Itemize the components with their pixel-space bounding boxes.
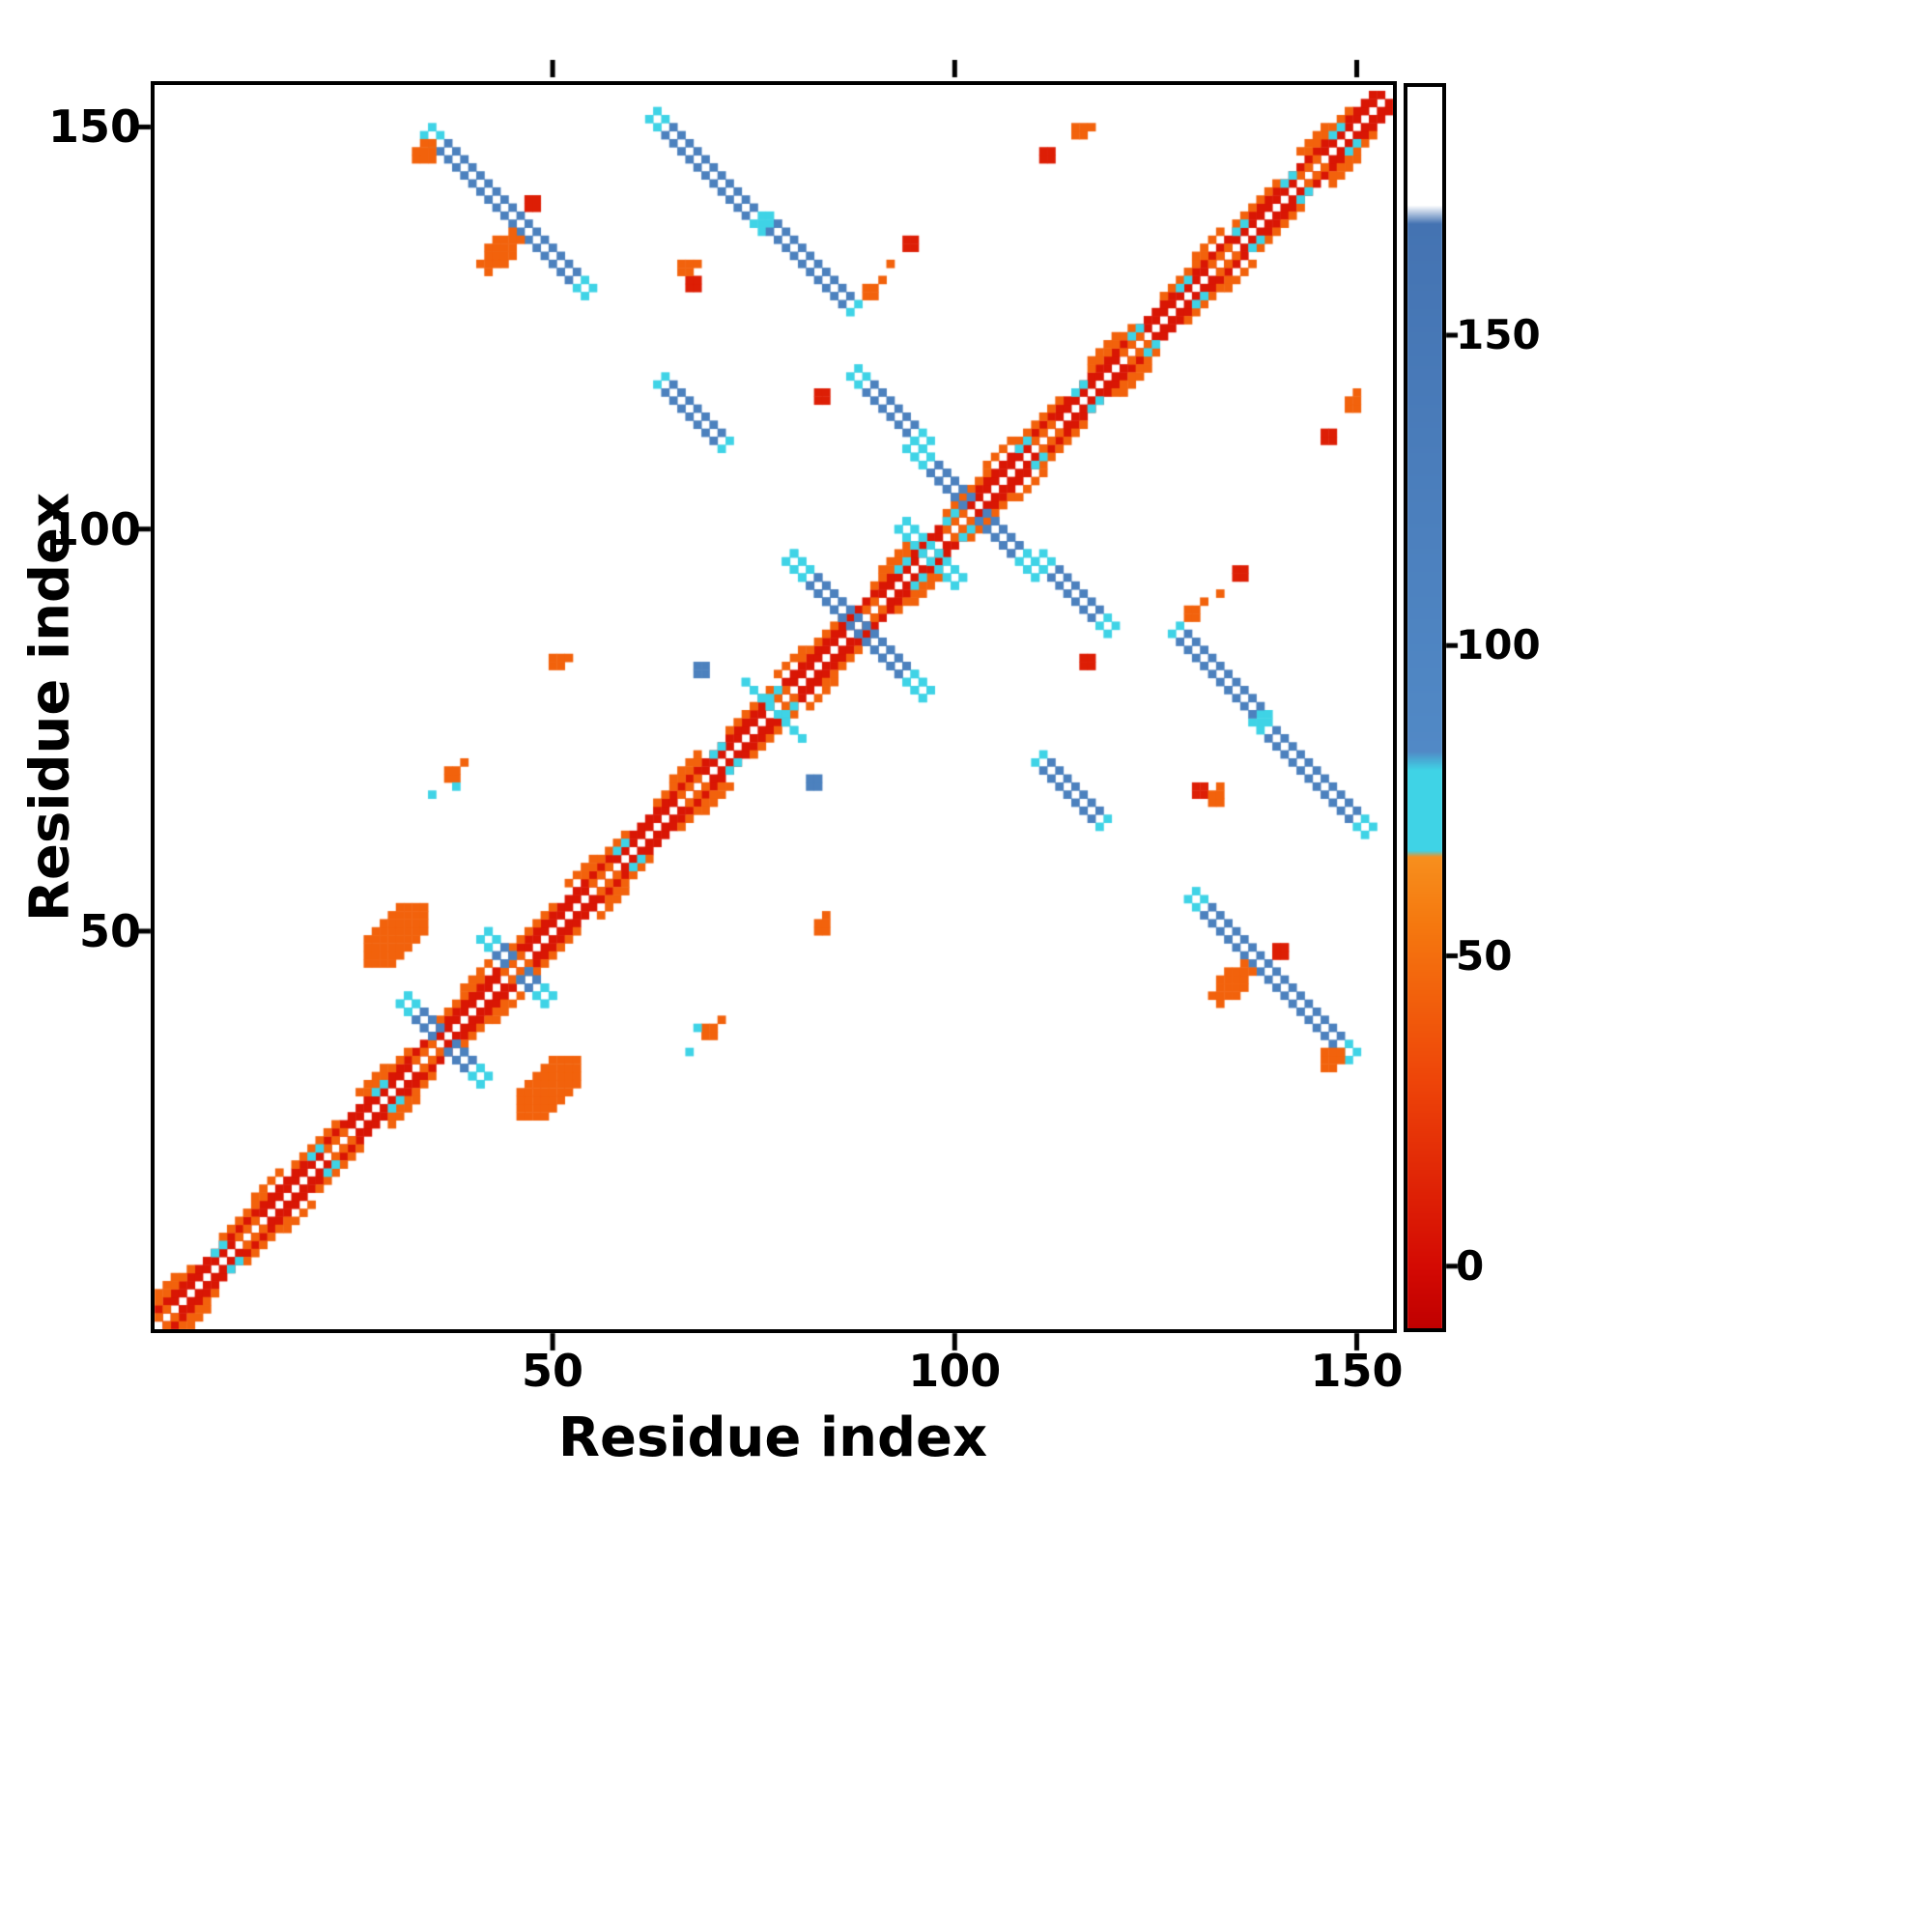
colorbar-tick-label: 50 (1456, 931, 1513, 980)
colorbar-tick-label: 150 (1456, 311, 1541, 358)
x-tick-label: 150 (1310, 1345, 1404, 1397)
colorbar-tick-label: 0 (1456, 1241, 1485, 1290)
y-tick-label: 150 (47, 100, 141, 154)
x-tick-label: 50 (522, 1345, 584, 1397)
x-axis-title: Residue index (557, 1406, 988, 1469)
y-tick-label: 100 (47, 502, 141, 555)
colorbar-tick-label: 100 (1456, 621, 1541, 669)
y-tick-label: 50 (78, 904, 141, 957)
y-axis-title: Residue index (18, 492, 82, 923)
x-tick-label: 100 (908, 1345, 1002, 1397)
